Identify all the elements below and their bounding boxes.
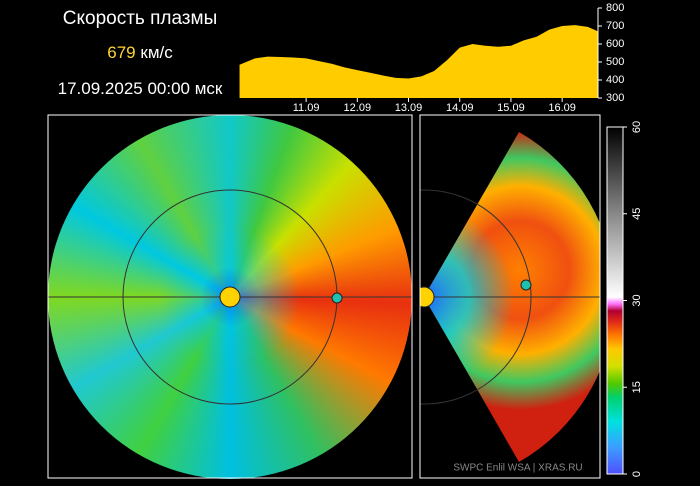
y-tick-label: 600 bbox=[606, 38, 624, 50]
ecliptic-overlay bbox=[48, 189, 412, 405]
colorbar-tick-label: 0 bbox=[631, 471, 643, 477]
x-tick-label: 15.09 bbox=[497, 102, 525, 114]
meridional-view bbox=[420, 132, 600, 462]
colorbar-tick-label: 45 bbox=[631, 208, 643, 220]
x-tick-label: 16.09 bbox=[548, 102, 576, 114]
credit: SWPC Enlil WSA | XRAS.RU bbox=[453, 463, 582, 474]
x-tick-label: 11.09 bbox=[293, 102, 320, 114]
colorbar bbox=[606, 126, 624, 475]
y-tick-label: 700 bbox=[606, 20, 624, 32]
title: Скорость плазмы bbox=[62, 8, 218, 29]
speed-value: 679 bbox=[107, 43, 136, 62]
sun bbox=[420, 286, 435, 308]
x-tick-label: 12.09 bbox=[344, 102, 372, 114]
speed-unit: км/с bbox=[140, 43, 173, 62]
x-tick-label: 13.09 bbox=[395, 102, 423, 114]
left-panel-frame bbox=[47, 114, 413, 479]
right-panel-frame bbox=[419, 114, 601, 479]
y-tick-label: 500 bbox=[606, 56, 624, 68]
colorbar-tick-label: 60 bbox=[631, 121, 643, 133]
sun bbox=[219, 286, 241, 308]
speed-area bbox=[239, 25, 599, 99]
y-tick-label: 300 bbox=[606, 92, 624, 104]
y-tick-label: 400 bbox=[606, 74, 624, 86]
timestamp: 17.09.2025 00:00 мск bbox=[57, 79, 223, 98]
x-tick-label: 14.09 bbox=[446, 102, 474, 114]
colorbar-tick-label: 15 bbox=[631, 381, 643, 393]
y-tick-label: 800 bbox=[606, 2, 624, 14]
speed: 679 км/с bbox=[25, 43, 255, 63]
earth bbox=[520, 279, 532, 291]
earth bbox=[331, 292, 343, 304]
colorbar-tick-label: 30 bbox=[631, 294, 643, 306]
